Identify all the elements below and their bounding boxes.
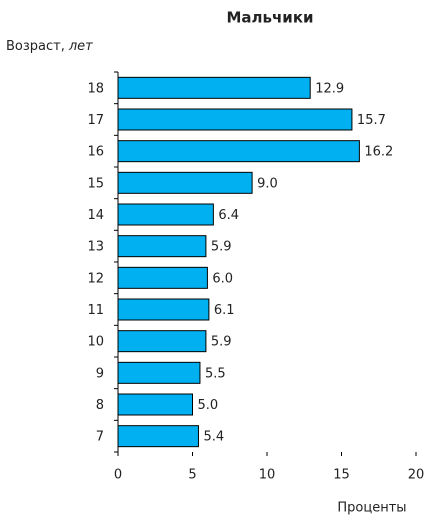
x-tick-label: 10 [259, 468, 276, 483]
y-axis-label-text: Возраст, [6, 39, 65, 54]
bar [117, 140, 360, 163]
value-label: 12.9 [315, 81, 344, 96]
y-tick-label: 7 [96, 430, 104, 445]
value-label: 6.4 [218, 208, 239, 223]
y-tick-label: 8 [96, 398, 104, 413]
bar [117, 266, 208, 289]
x-tick-label: 20 [408, 468, 425, 483]
x-axis-label: Проценты [337, 501, 406, 516]
bar [117, 171, 253, 194]
bar [117, 203, 214, 226]
y-tick-label: 16 [87, 145, 104, 160]
bar [117, 425, 199, 448]
y-axis-label-unit: лет [68, 39, 93, 54]
value-label: 15.7 [357, 113, 386, 128]
value-label: 5.5 [205, 366, 226, 381]
bar [117, 108, 353, 131]
value-label: 5.0 [198, 398, 219, 413]
value-label: 5.9 [211, 240, 232, 255]
y-tick-label: 12 [87, 271, 104, 286]
y-tick-label: 9 [96, 366, 104, 381]
y-tick-label: 10 [87, 335, 104, 350]
chart-title: Мальчики [226, 9, 313, 27]
value-label: 5.9 [211, 335, 232, 350]
bar [117, 330, 207, 353]
y-axis-label: Возраст, лет [6, 39, 93, 54]
y-tick-label: 18 [87, 81, 104, 96]
x-tick-label: 0 [114, 468, 122, 483]
bar [117, 76, 311, 99]
bar [117, 235, 207, 258]
value-label: 6.0 [212, 271, 233, 286]
value-label: 6.1 [214, 303, 235, 318]
value-label: 16.2 [364, 145, 393, 160]
x-tick-label: 5 [188, 468, 196, 483]
bar [117, 298, 210, 321]
y-tick-label: 17 [87, 113, 104, 128]
y-tick-label: 14 [87, 208, 104, 223]
y-tick-label: 15 [87, 176, 104, 191]
value-label: 5.4 [203, 430, 224, 445]
value-label: 9.0 [257, 176, 278, 191]
x-tick-label: 15 [333, 468, 350, 483]
y-tick-label: 11 [87, 303, 104, 318]
bar [117, 393, 193, 416]
y-tick-label: 13 [87, 240, 104, 255]
bar [117, 361, 201, 384]
